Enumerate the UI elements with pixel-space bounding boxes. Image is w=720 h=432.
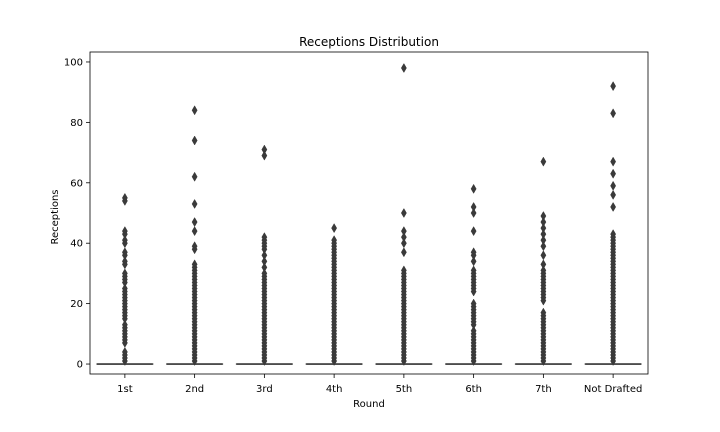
chart-title: Receptions Distribution	[299, 35, 439, 49]
outlier-point	[191, 198, 198, 209]
x-tick-label: 5th	[396, 384, 413, 395]
outlier-point	[400, 63, 407, 74]
outlier-point	[610, 189, 617, 200]
x-tick-label: 6th	[465, 384, 482, 395]
outlier-point	[191, 105, 198, 116]
outlier-point	[191, 171, 198, 182]
outlier-point	[470, 208, 477, 218]
outlier-point	[610, 356, 617, 367]
outlier-point	[261, 356, 268, 367]
outlier-point	[610, 201, 617, 212]
outlier-point	[540, 356, 547, 367]
x-tick-label: 7th	[535, 384, 552, 395]
x-tick-label: 4th	[326, 384, 343, 395]
outlier-point	[610, 168, 617, 179]
outlier-point	[610, 81, 617, 92]
outlier-point	[400, 356, 407, 367]
x-tick-label: Not Drafted	[584, 384, 642, 395]
outlier-point	[610, 108, 617, 119]
outlier-point	[470, 183, 477, 194]
outlier-point	[331, 356, 338, 367]
x-tick-label: 1st	[117, 384, 133, 395]
outlier-point	[400, 208, 407, 218]
outlier-point	[121, 356, 128, 367]
outlier-point	[400, 247, 407, 258]
outlier-point	[261, 150, 268, 161]
y-tick-label: 80	[70, 118, 83, 129]
outlier-point	[121, 195, 128, 206]
y-tick-label: 60	[70, 178, 83, 189]
y-tick-label: 0	[77, 360, 83, 371]
y-axis-label: Receptions	[50, 189, 61, 244]
outlier-point	[331, 223, 338, 234]
outlier-point	[191, 226, 198, 237]
outlier-point	[191, 356, 198, 367]
axes-frame	[89, 51, 649, 375]
outlier-point	[191, 244, 198, 255]
outlier-point	[470, 356, 477, 367]
y-tick-label: 40	[70, 239, 83, 250]
outlier-point	[610, 156, 617, 167]
x-axis-label: Round	[353, 399, 385, 410]
outlier-point	[470, 286, 477, 297]
outlier-point	[191, 135, 198, 146]
plot-area: 0 20 40 60 80 100 1st 2nd 3rd 4th 5th 6th 7th Not Dra…	[64, 51, 649, 395]
y-tick-label: 20	[70, 299, 83, 310]
x-tick-label: 3rd	[256, 384, 273, 395]
y-tick-label: 100	[64, 57, 83, 68]
outlier-point	[470, 226, 477, 237]
outlier-point	[540, 295, 547, 306]
outlier-point	[540, 156, 547, 167]
x-tick-label: 2nd	[185, 384, 204, 395]
